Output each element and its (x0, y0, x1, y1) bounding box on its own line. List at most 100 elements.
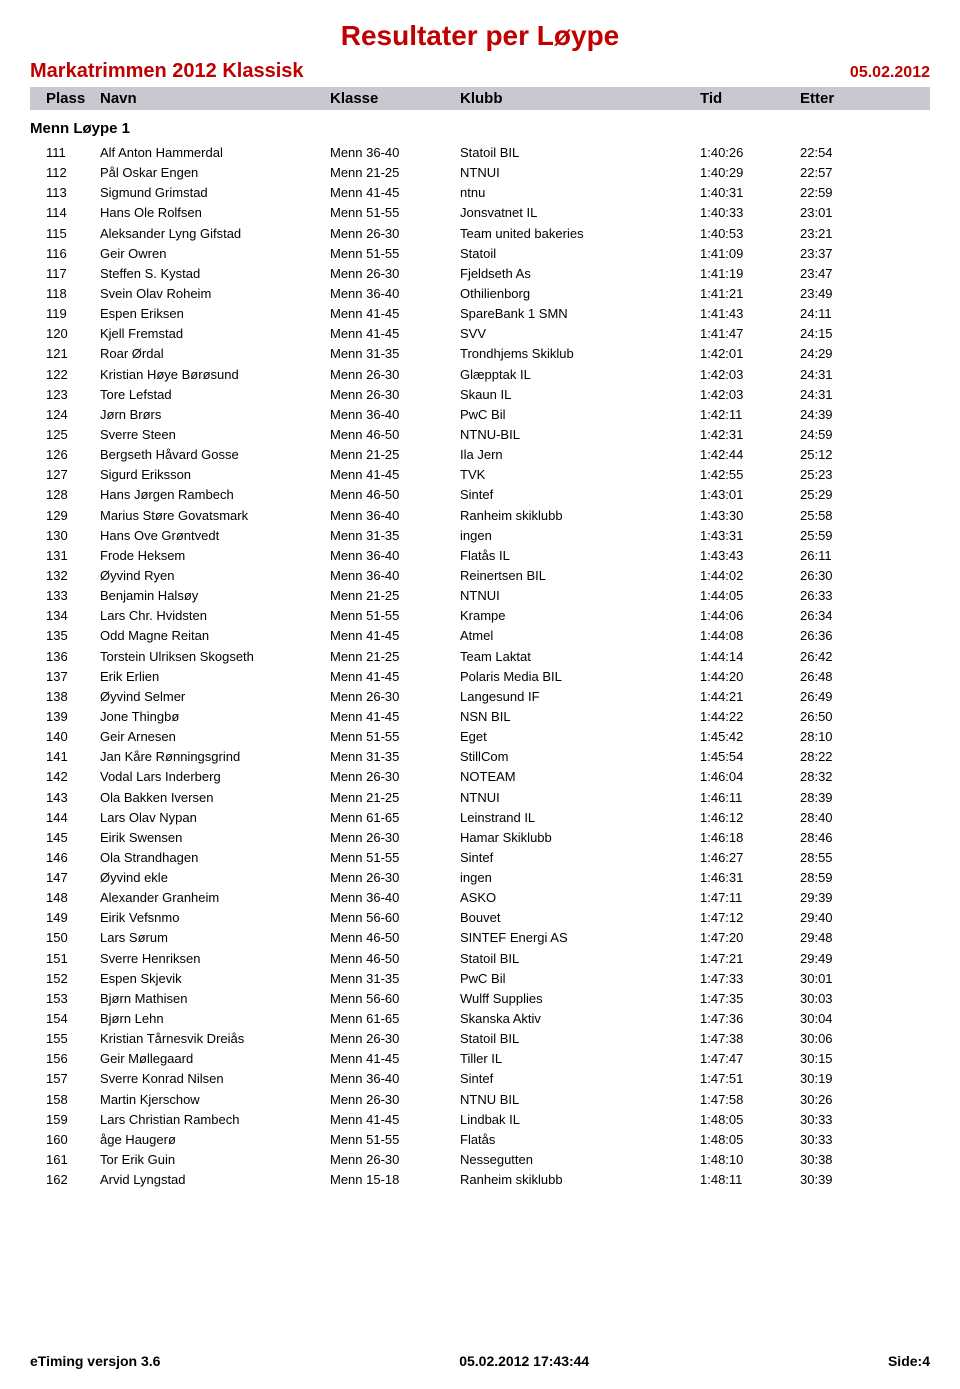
cell-klasse: Menn 36-40 (330, 284, 460, 304)
cell-klasse: Menn 51-55 (330, 727, 460, 747)
cell-navn: Torstein Ulriksen Skogseth (100, 647, 330, 667)
table-row: 115Aleksander Lyng GifstadMenn 26-30Team… (30, 224, 930, 244)
cell-etter: 25:29 (800, 485, 900, 505)
cell-etter: 28:39 (800, 788, 900, 808)
cell-plass: 129 (30, 506, 100, 526)
table-row: 162Arvid LyngstadMenn 15-18Ranheim skikl… (30, 1170, 930, 1190)
cell-etter: 28:32 (800, 767, 900, 787)
cell-plass: 145 (30, 828, 100, 848)
cell-plass: 111 (30, 143, 100, 163)
cell-etter: 30:06 (800, 1029, 900, 1049)
cell-etter: 23:37 (800, 244, 900, 264)
cell-etter: 24:15 (800, 324, 900, 344)
cell-klasse: Menn 31-35 (330, 969, 460, 989)
cell-tid: 1:41:19 (700, 264, 800, 284)
table-row: 157Sverre Konrad NilsenMenn 36-40Sintef1… (30, 1069, 930, 1089)
cell-klubb: NTNUI (460, 788, 700, 808)
cell-etter: 26:33 (800, 586, 900, 606)
cell-plass: 113 (30, 183, 100, 203)
cell-klubb: SINTEF Energi AS (460, 928, 700, 948)
cell-plass: 139 (30, 707, 100, 727)
cell-plass: 140 (30, 727, 100, 747)
cell-plass: 136 (30, 647, 100, 667)
cell-tid: 1:43:43 (700, 546, 800, 566)
cell-plass: 121 (30, 344, 100, 364)
footer-left: eTiming versjon 3.6 (30, 1353, 160, 1369)
cell-etter: 28:10 (800, 727, 900, 747)
cell-tid: 1:40:26 (700, 143, 800, 163)
cell-klubb: Eget (460, 727, 700, 747)
cell-navn: Sverre Konrad Nilsen (100, 1069, 330, 1089)
table-row: 156Geir MøllegaardMenn 41-45Tiller IL1:4… (30, 1049, 930, 1069)
cell-tid: 1:44:14 (700, 647, 800, 667)
table-row: 141Jan Kåre RønningsgrindMenn 31-35Still… (30, 747, 930, 767)
table-row: 121Roar ØrdalMenn 31-35Trondhjems Skiklu… (30, 344, 930, 364)
table-row: 114Hans Ole RolfsenMenn 51-55Jonsvatnet … (30, 203, 930, 223)
cell-navn: Eirik Swensen (100, 828, 330, 848)
cell-klasse: Menn 41-45 (330, 1110, 460, 1130)
cell-klubb: Statoil BIL (460, 143, 700, 163)
cell-navn: Lars Chr. Hvidsten (100, 606, 330, 626)
cell-plass: 114 (30, 203, 100, 223)
cell-tid: 1:42:31 (700, 425, 800, 445)
cell-navn: Ola Strandhagen (100, 848, 330, 868)
cell-etter: 26:42 (800, 647, 900, 667)
cell-navn: åge Haugerø (100, 1130, 330, 1150)
cell-etter: 30:01 (800, 969, 900, 989)
cell-klasse: Menn 51-55 (330, 848, 460, 868)
cell-tid: 1:43:01 (700, 485, 800, 505)
table-row: 130Hans Ove GrøntvedtMenn 31-35ingen1:43… (30, 526, 930, 546)
cell-klubb: NTNUI (460, 586, 700, 606)
cell-klubb: Trondhjems Skiklub (460, 344, 700, 364)
cell-klasse: Menn 36-40 (330, 546, 460, 566)
cell-navn: Tor Erik Guin (100, 1150, 330, 1170)
cell-etter: 25:59 (800, 526, 900, 546)
table-row: 153Bjørn MathisenMenn 56-60Wulff Supplie… (30, 989, 930, 1009)
cell-plass: 147 (30, 868, 100, 888)
cell-klubb: Flatås (460, 1130, 700, 1150)
table-row: 122Kristian Høye BørøsundMenn 26-30Glæpp… (30, 365, 930, 385)
cell-navn: Svein Olav Roheim (100, 284, 330, 304)
cell-klubb: Wulff Supplies (460, 989, 700, 1009)
cell-klasse: Menn 21-25 (330, 586, 460, 606)
cell-tid: 1:45:42 (700, 727, 800, 747)
cell-klubb: Ranheim skiklubb (460, 506, 700, 526)
cell-plass: 148 (30, 888, 100, 908)
cell-klubb: Team united bakeries (460, 224, 700, 244)
cell-klasse: Menn 26-30 (330, 224, 460, 244)
cell-navn: Lars Christian Rambech (100, 1110, 330, 1130)
cell-tid: 1:42:11 (700, 405, 800, 425)
cell-klasse: Menn 61-65 (330, 1009, 460, 1029)
cell-plass: 155 (30, 1029, 100, 1049)
cell-etter: 23:21 (800, 224, 900, 244)
col-klasse: Klasse (330, 90, 460, 107)
table-row: 147Øyvind ekleMenn 26-30ingen1:46:3128:5… (30, 868, 930, 888)
cell-etter: 24:29 (800, 344, 900, 364)
table-row: 152Espen SkjevikMenn 31-35PwC Bil1:47:33… (30, 969, 930, 989)
table-row: 158Martin KjerschowMenn 26-30NTNU BIL1:4… (30, 1090, 930, 1110)
cell-navn: Geir Møllegaard (100, 1049, 330, 1069)
cell-navn: Hans Jørgen Rambech (100, 485, 330, 505)
table-row: 111Alf Anton HammerdalMenn 36-40Statoil … (30, 143, 930, 163)
cell-klubb: NTNU-BIL (460, 425, 700, 445)
cell-etter: 23:49 (800, 284, 900, 304)
cell-tid: 1:41:09 (700, 244, 800, 264)
sub-header: Markatrimmen 2012 Klassisk 05.02.2012 (30, 60, 930, 83)
cell-plass: 146 (30, 848, 100, 868)
cell-klasse: Menn 31-35 (330, 344, 460, 364)
page-footer: eTiming versjon 3.6 05.02.2012 17:43:44 … (0, 1353, 960, 1369)
table-row: 136Torstein Ulriksen SkogsethMenn 21-25T… (30, 647, 930, 667)
cell-navn: Øyvind Ryen (100, 566, 330, 586)
cell-navn: Sverre Henriksen (100, 949, 330, 969)
page-title: Resultater per Løype (30, 20, 930, 52)
cell-klubb: ASKO (460, 888, 700, 908)
cell-navn: Marius Støre Govatsmark (100, 506, 330, 526)
table-row: 124Jørn BrørsMenn 36-40PwC Bil1:42:1124:… (30, 405, 930, 425)
table-row: 148Alexander GranheimMenn 36-40ASKO1:47:… (30, 888, 930, 908)
cell-klasse: Menn 46-50 (330, 485, 460, 505)
cell-etter: 24:11 (800, 304, 900, 324)
table-row: 155Kristian Tårnesvik DreiåsMenn 26-30St… (30, 1029, 930, 1049)
cell-navn: Bjørn Lehn (100, 1009, 330, 1029)
cell-tid: 1:41:21 (700, 284, 800, 304)
cell-etter: 29:48 (800, 928, 900, 948)
